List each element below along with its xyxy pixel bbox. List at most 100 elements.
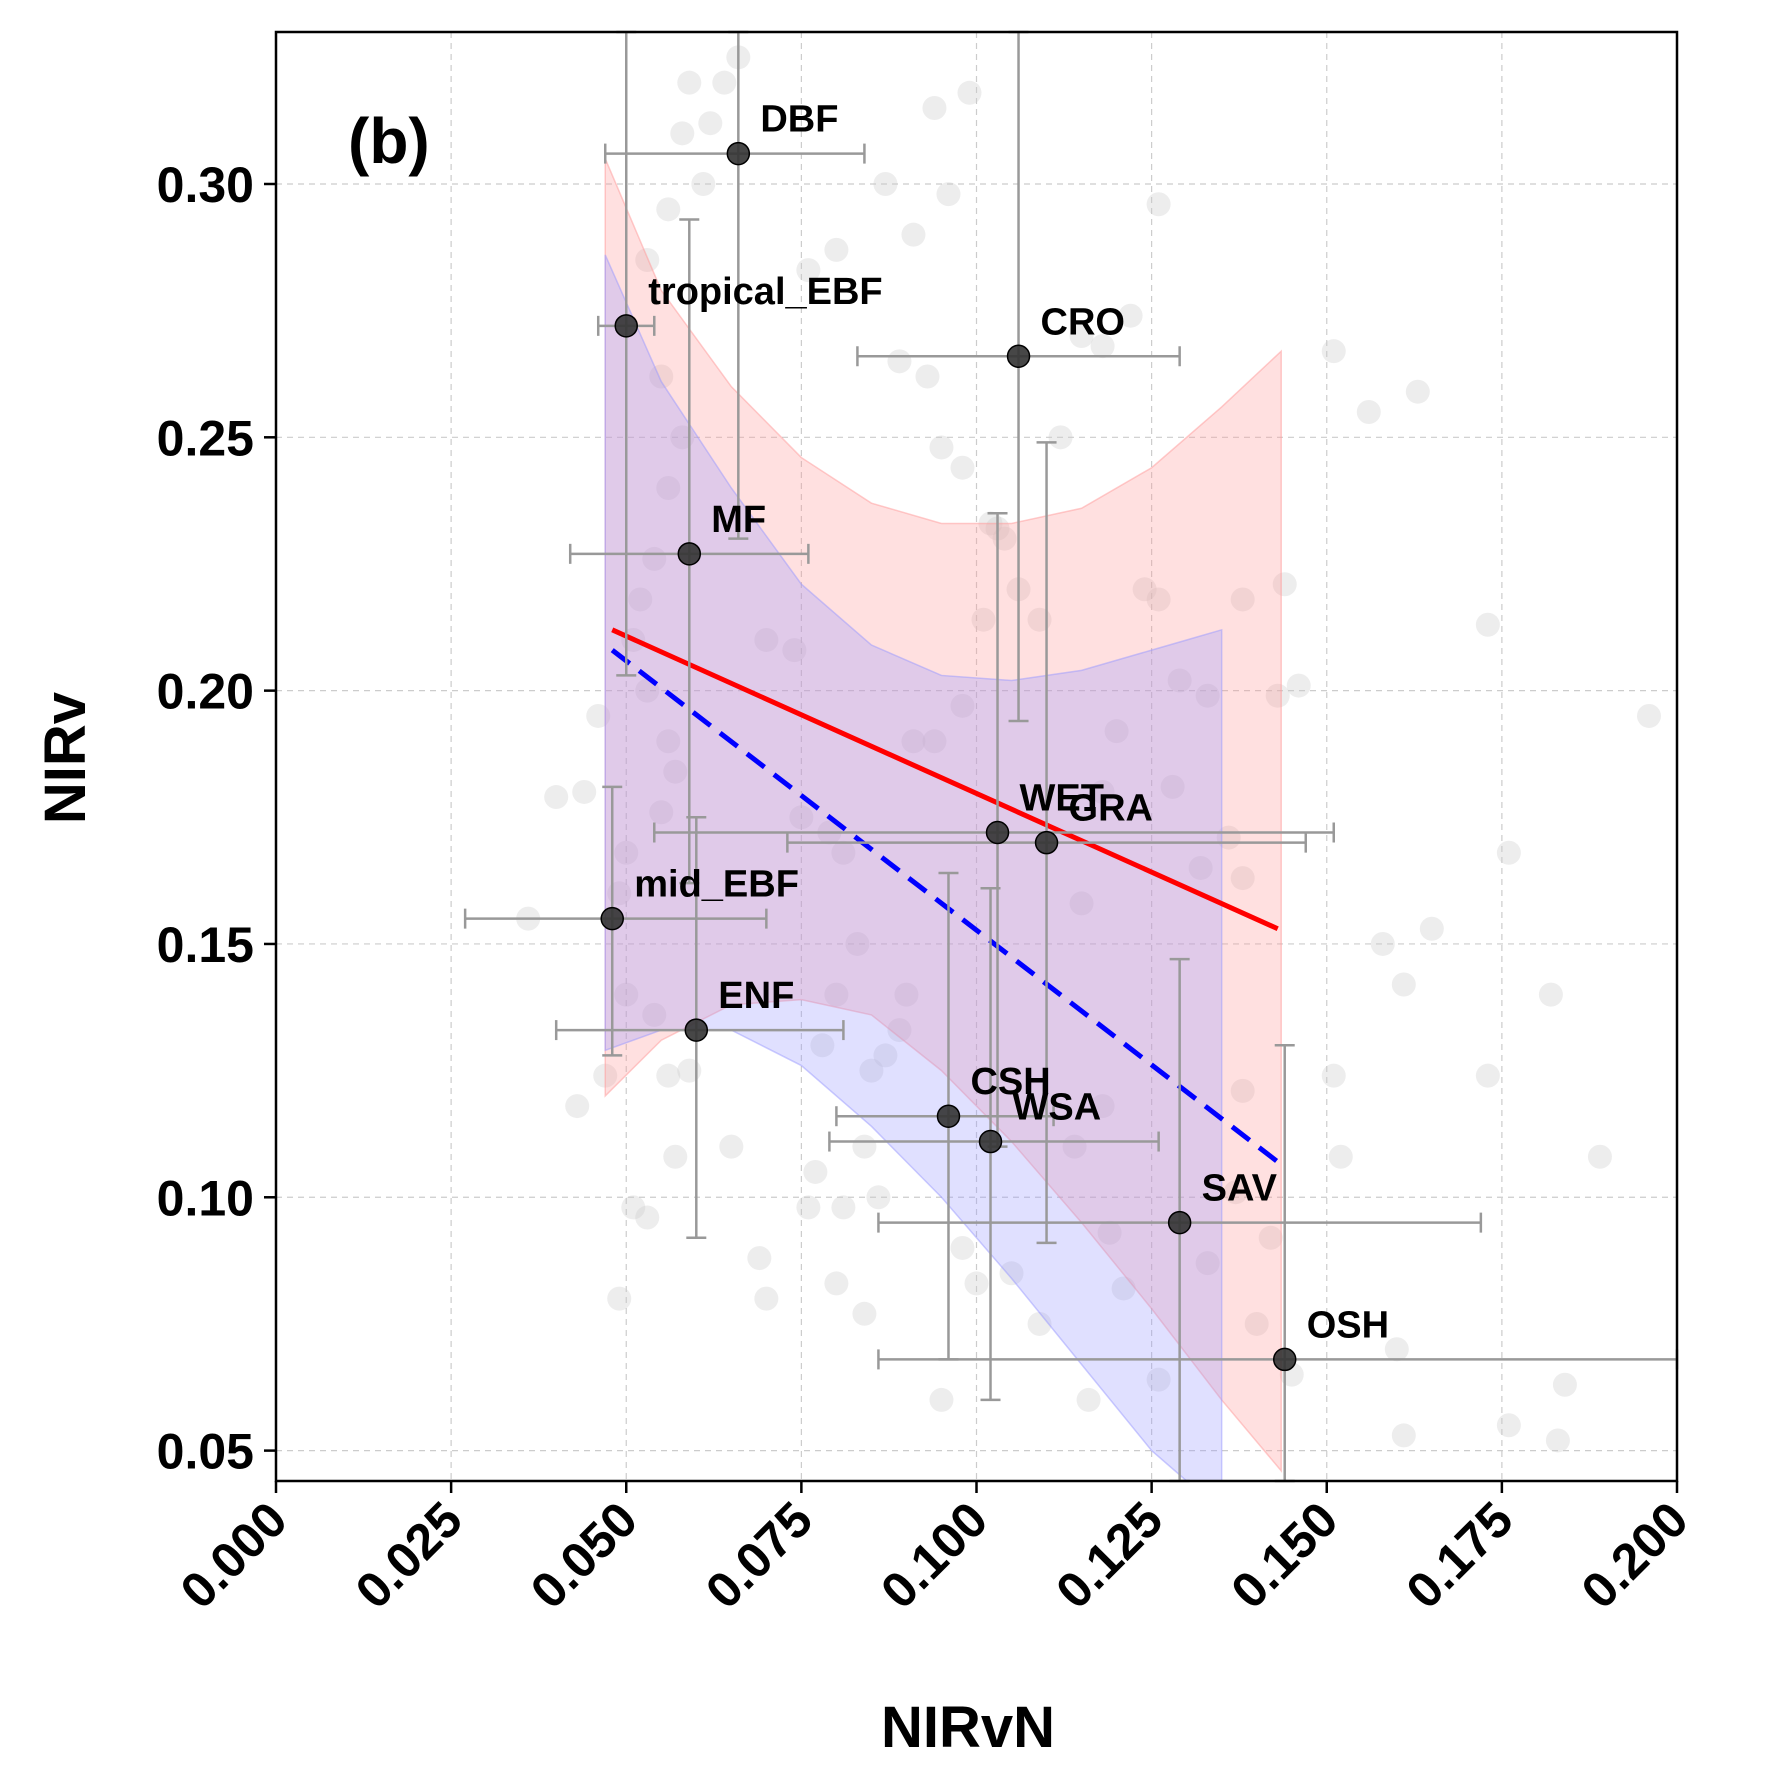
background-point [1321,1063,1346,1088]
background-point [677,1058,702,1083]
background-point [747,1246,772,1271]
background-point [1069,891,1094,916]
background-point [1027,1311,1052,1336]
background-point [1146,1367,1171,1392]
background-point [1090,1094,1115,1119]
background-point [754,1286,779,1311]
data-point [1006,344,1031,369]
background-point [1223,1180,1248,1205]
background-point [824,237,849,262]
background-point [1370,931,1395,956]
background-point [1545,1428,1570,1453]
background-point [1552,1372,1577,1397]
background-point [873,171,898,196]
background-point [607,1286,632,1311]
background-point [796,1195,821,1220]
background-point [1146,587,1171,612]
background-point [1230,587,1255,612]
background-point [971,607,996,632]
point-label: GRA [1069,788,1153,830]
x-axis-title: NIRvN [881,1695,1055,1760]
data-point [936,1104,961,1128]
background-point [1188,855,1213,880]
point-label: DBF [760,99,838,141]
data-point [600,906,624,931]
background-point [656,197,681,222]
background-point [950,693,975,718]
background-point [1118,303,1143,328]
background-point [852,1301,877,1326]
background-point [964,1271,989,1296]
point-label: WSA [1013,1087,1102,1129]
background-point [824,1271,849,1296]
point-label: OSH [1307,1304,1389,1346]
background-point [866,1185,891,1210]
background-point [803,1159,828,1184]
data-point [1272,1347,1297,1372]
background-point [1496,1413,1521,1438]
background-point [572,779,597,804]
background-point [936,182,961,207]
background-point [544,785,569,810]
background-point [663,759,688,784]
background-point [635,247,660,272]
background-point [719,1134,744,1159]
background-point [1090,779,1115,804]
background-point [1167,668,1192,693]
data-point [1034,830,1059,855]
background-point [1587,1144,1612,1169]
y-axis-title: NIRv [33,692,98,824]
background-point [1286,673,1311,698]
confidence-bands [604,158,1282,1481]
point-label: tropical_EBF [648,271,882,313]
background-point [894,982,919,1007]
background-point [635,1205,660,1230]
data-points [600,141,1297,1372]
fit-lines [610,627,1280,1164]
background-point [1321,339,1346,364]
background-point [1405,379,1430,404]
panel-label: (b) [348,105,430,177]
data-point [1167,1210,1192,1235]
background-point [782,638,807,663]
background-point [614,982,639,1007]
background-point [1195,683,1220,708]
y-tick-label: 0.30 [157,157,254,213]
background-point [887,349,912,374]
background-point [831,840,856,865]
background-point [649,364,674,389]
background-point [901,729,926,754]
background-point [1265,683,1290,708]
background-point [1230,866,1255,891]
fit-line-solid [611,627,1279,932]
point-label: CSH [970,1061,1050,1103]
background-point [1097,1220,1122,1245]
y-tick-label: 0.10 [157,1170,254,1226]
fit-line-dashed [610,648,1280,1164]
background-point [859,1058,884,1083]
background-point [1160,774,1185,799]
background-point [1538,982,1563,1007]
background-point [915,364,940,389]
background-point [901,222,926,247]
background-point [628,587,653,612]
background-point [1230,1078,1255,1103]
background-point [1328,1144,1353,1169]
background-point [1076,1387,1101,1412]
background-point [656,729,681,754]
y-tick-label: 0.20 [157,664,254,720]
background-point [1391,972,1416,997]
background-point [1195,1251,1220,1276]
confidence-band [604,254,1223,1481]
data-point [985,820,1010,845]
background-point [887,1018,912,1043]
point-label: SAV [1202,1168,1278,1210]
background-point [1272,572,1297,597]
background-point [1104,719,1129,744]
background-point [621,1195,646,1220]
background-point [1419,916,1444,941]
point-label: WET [1020,777,1104,819]
point-label: mid_EBF [634,864,799,906]
